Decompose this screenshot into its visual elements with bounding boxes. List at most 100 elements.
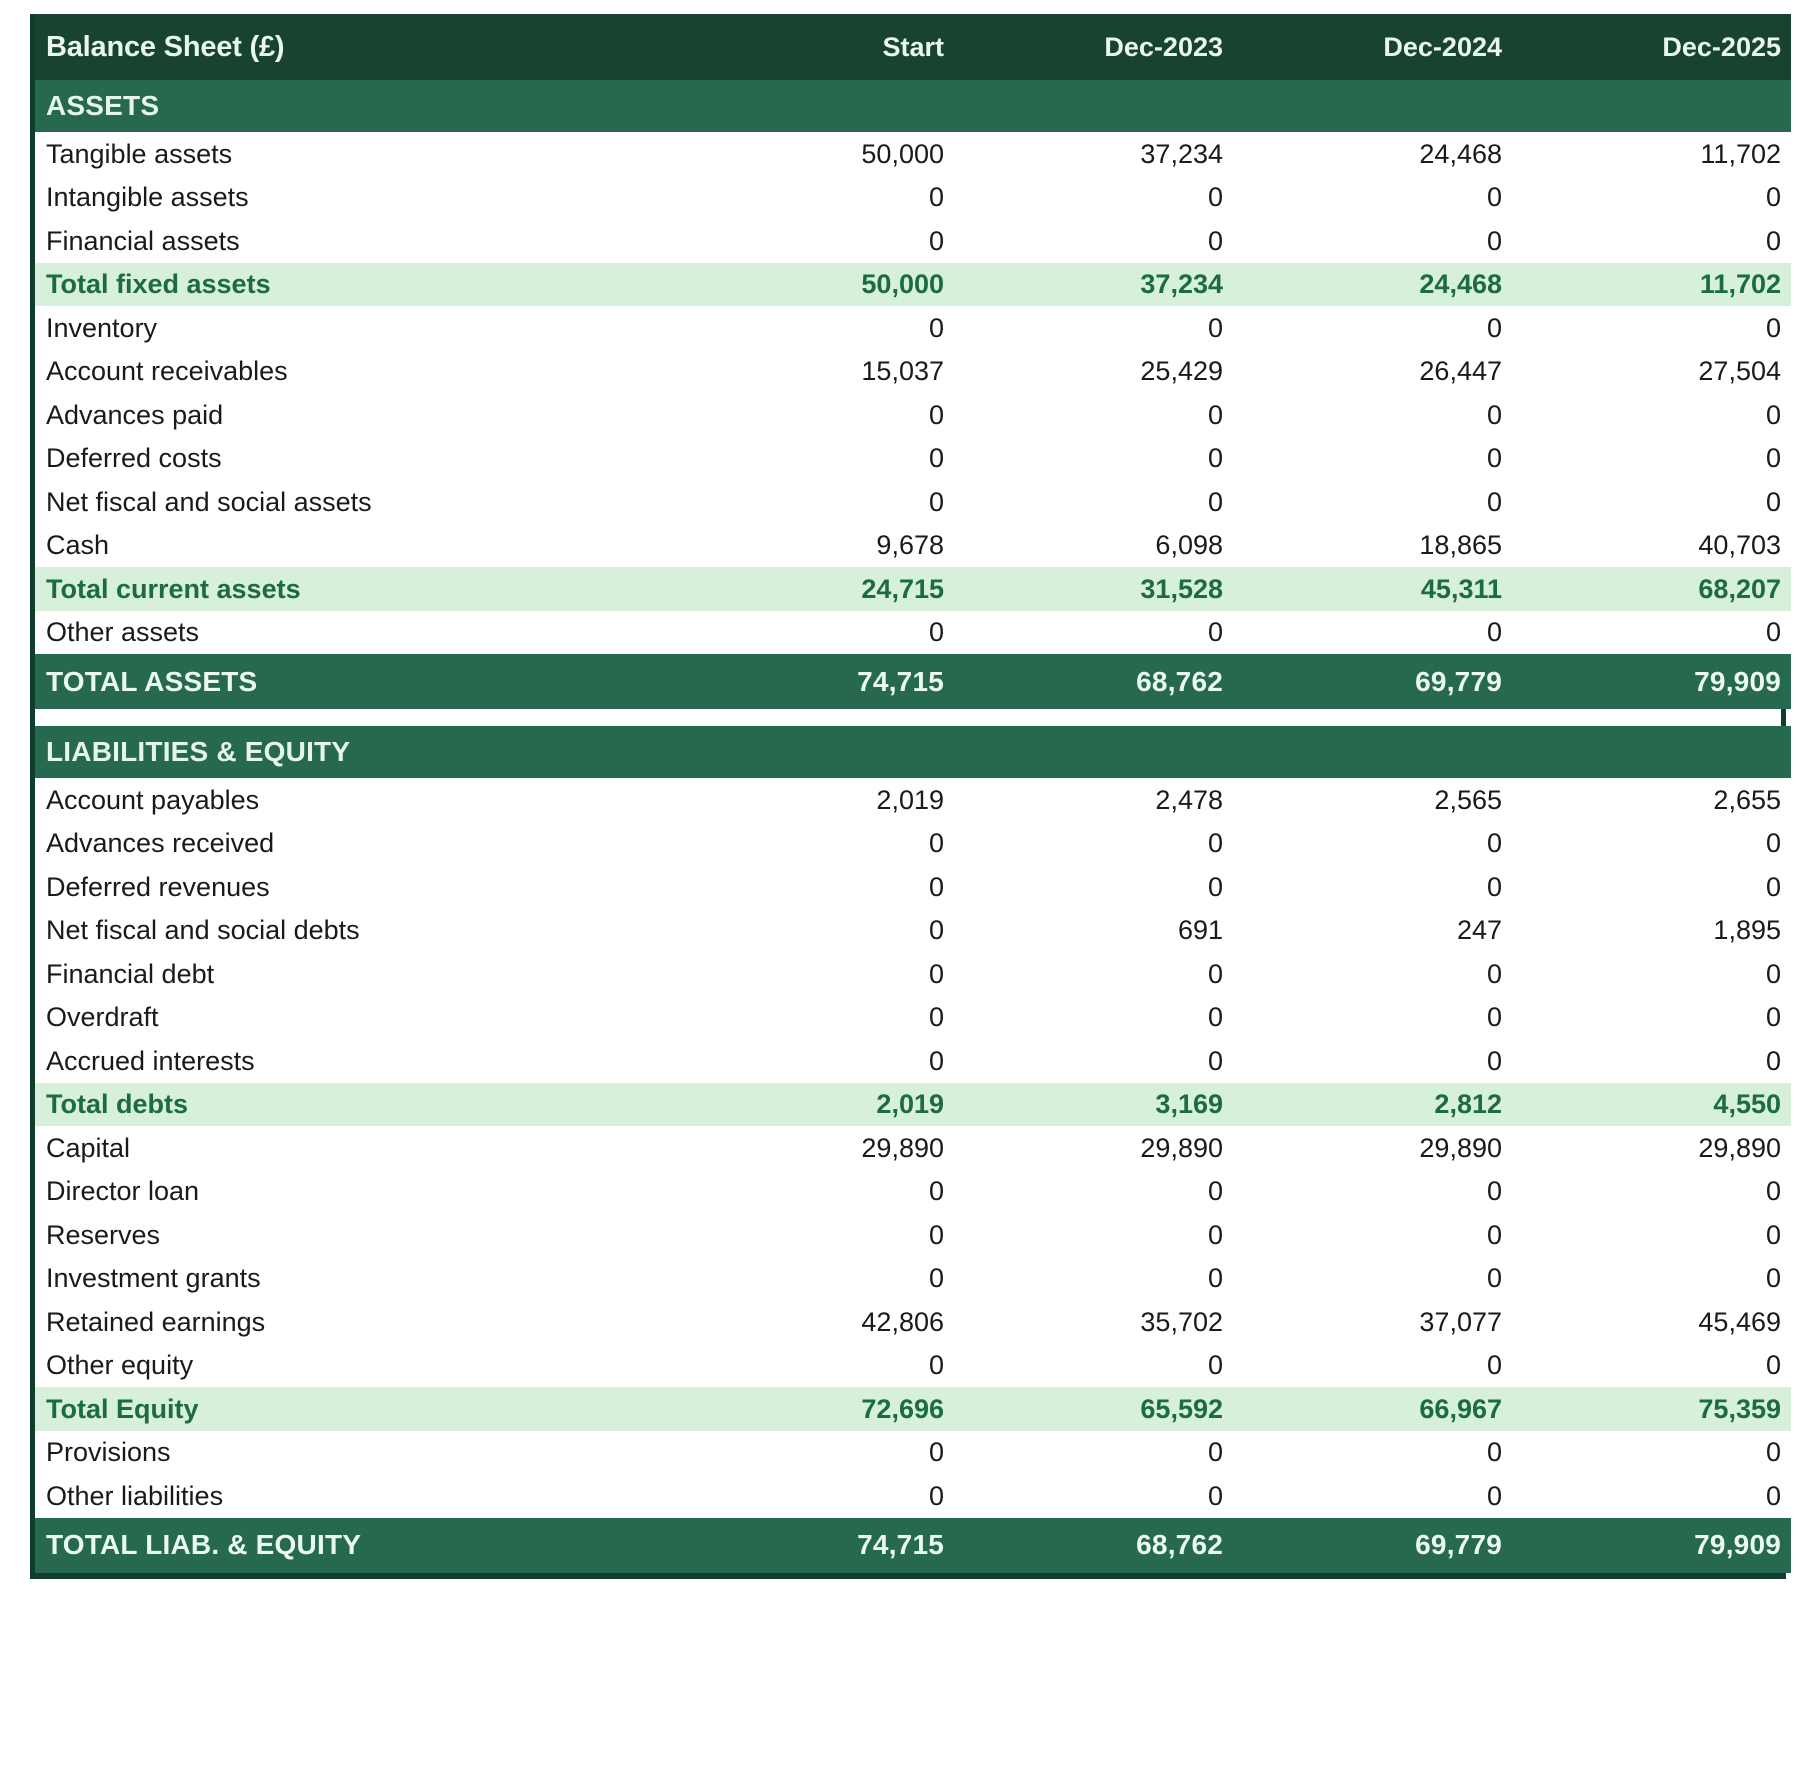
section-spacer bbox=[1512, 80, 1791, 132]
row-value-start: 2,019 bbox=[876, 1089, 944, 1120]
row-value-dec-2024: 0 bbox=[1486, 828, 1502, 859]
row-value-dec-2025: 0 bbox=[1765, 1437, 1781, 1468]
row-value-start: 0 bbox=[928, 617, 944, 648]
table-row-investment-grants: Investment grants 0 0 0 0 bbox=[35, 1256, 1791, 1300]
row-label: Total Equity bbox=[46, 1393, 199, 1424]
table-row-account-receivables: Account receivables 15,037 25,429 26,447 27,… bbox=[35, 349, 1791, 393]
row-value-dec-2025: 0 bbox=[1765, 1176, 1781, 1207]
table-row-financial-assets: Financial assets 0 0 0 0 bbox=[35, 219, 1791, 263]
table-row-cash: Cash 9,678 6,098 18,865 40,703 bbox=[35, 523, 1791, 567]
row-value-dec-2024: 69,779 bbox=[1415, 665, 1502, 697]
row-label: Financial debt bbox=[46, 958, 215, 989]
row-value-start: 0 bbox=[928, 1045, 944, 1076]
table-row-total-fixed-assets: Total fixed assets 50,000 37,234 24,468 11,7… bbox=[35, 262, 1791, 306]
row-value-dec-2024: 0 bbox=[1486, 1350, 1502, 1381]
row-label: Total current assets bbox=[46, 573, 301, 604]
row-value-start: 0 bbox=[928, 486, 944, 517]
row-label: Investment grants bbox=[46, 1263, 261, 1294]
row-value-start: 0 bbox=[928, 1350, 944, 1381]
row-value-dec-2023: 2,478 bbox=[1155, 784, 1223, 815]
table-row-net-fiscal-and-social-debts: Net fiscal and social debts 0 691 247 1,895 bbox=[35, 908, 1791, 952]
table-row-intangible-assets: Intangible assets 0 0 0 0 bbox=[35, 175, 1791, 219]
row-value-dec-2023: 31,528 bbox=[1140, 573, 1223, 604]
section-title: LIABILITIES & EQUITY bbox=[46, 736, 351, 768]
row-value-dec-2023: 65,592 bbox=[1140, 1393, 1223, 1424]
table-row-inventory: Inventory 0 0 0 0 bbox=[35, 306, 1791, 350]
section-spacer bbox=[1233, 726, 1512, 778]
table-row-net-fiscal-and-social-assets: Net fiscal and social assets 0 0 0 0 bbox=[35, 480, 1791, 524]
row-value-dec-2025: 0 bbox=[1765, 443, 1781, 474]
row-value-dec-2025: 0 bbox=[1765, 399, 1781, 430]
row-value-dec-2025: 0 bbox=[1765, 958, 1781, 989]
section-title: ASSETS bbox=[46, 90, 160, 122]
row-value-dec-2025: 0 bbox=[1765, 1219, 1781, 1250]
row-value-start: 72,696 bbox=[861, 1393, 944, 1424]
row-value-dec-2025: 11,702 bbox=[1700, 138, 1781, 169]
column-header-dec-2025: Dec-2025 bbox=[1662, 31, 1781, 62]
row-value-dec-2024: 24,468 bbox=[1419, 269, 1502, 300]
row-value-dec-2024: 2,812 bbox=[1434, 1089, 1502, 1120]
section-spacer bbox=[1233, 80, 1512, 132]
table-row-accrued-interests: Accrued interests 0 0 0 0 bbox=[35, 1039, 1791, 1083]
row-value-dec-2023: 37,234 bbox=[1140, 269, 1223, 300]
row-value-dec-2025: 0 bbox=[1765, 182, 1781, 213]
table-row-total-debts: Total debts 2,019 3,169 2,812 4,550 bbox=[35, 1082, 1791, 1126]
row-value-dec-2024: 45,311 bbox=[1420, 573, 1502, 604]
row-value-dec-2025: 1,895 bbox=[1713, 915, 1781, 946]
row-value-dec-2023: 691 bbox=[1177, 915, 1223, 946]
row-value-start: 50,000 bbox=[861, 269, 944, 300]
table-row-other-assets: Other assets 0 0 0 0 bbox=[35, 610, 1791, 654]
row-value-start: 0 bbox=[928, 182, 944, 213]
row-value-dec-2024: 0 bbox=[1486, 1480, 1502, 1511]
row-value-dec-2024: 0 bbox=[1486, 1176, 1502, 1207]
row-value-dec-2023: 0 bbox=[1207, 1045, 1223, 1076]
row-value-dec-2023: 0 bbox=[1207, 312, 1223, 343]
section-spacer bbox=[1512, 726, 1791, 778]
row-label: Provisions bbox=[46, 1437, 171, 1468]
row-label: Account receivables bbox=[46, 356, 288, 387]
row-value-dec-2023: 0 bbox=[1207, 871, 1223, 902]
column-header-dec-2023: Dec-2023 bbox=[1104, 31, 1223, 62]
table-row-provisions: Provisions 0 0 0 0 bbox=[35, 1430, 1791, 1474]
table-row-total-liab-and-equity: TOTAL LIAB. & EQUITY 74,715 68,762 69,779 79… bbox=[35, 1517, 1791, 1573]
row-value-dec-2023: 68,762 bbox=[1136, 1529, 1223, 1561]
row-value-dec-2024: 0 bbox=[1486, 1263, 1502, 1294]
row-label: Other assets bbox=[46, 617, 200, 648]
row-value-dec-2023: 29,890 bbox=[1140, 1132, 1223, 1163]
row-value-dec-2025: 27,504 bbox=[1698, 356, 1781, 387]
row-value-dec-2024: 0 bbox=[1486, 312, 1502, 343]
table-row-retained-earnings: Retained earnings 42,806 35,702 37,077 45,46… bbox=[35, 1300, 1791, 1344]
row-value-dec-2025: 79,909 bbox=[1694, 665, 1781, 697]
row-label: Total debts bbox=[46, 1089, 189, 1120]
row-value-dec-2023: 0 bbox=[1207, 1176, 1223, 1207]
table-row-advances-paid: Advances paid 0 0 0 0 bbox=[35, 393, 1791, 437]
row-value-dec-2025: 0 bbox=[1765, 828, 1781, 859]
row-value-dec-2025: 0 bbox=[1765, 1045, 1781, 1076]
row-value-dec-2024: 0 bbox=[1486, 443, 1502, 474]
row-value-dec-2025: 0 bbox=[1765, 486, 1781, 517]
row-value-start: 0 bbox=[928, 399, 944, 430]
row-value-start: 0 bbox=[928, 1219, 944, 1250]
row-value-start: 0 bbox=[928, 225, 944, 256]
row-value-dec-2024: 69,779 bbox=[1415, 1529, 1502, 1561]
section-spacer bbox=[675, 80, 954, 132]
row-value-dec-2025: 0 bbox=[1765, 1480, 1781, 1511]
row-value-dec-2025: 0 bbox=[1765, 1002, 1781, 1033]
row-label: Net fiscal and social assets bbox=[46, 486, 372, 517]
row-label: Financial assets bbox=[46, 225, 240, 256]
row-value-dec-2024: 0 bbox=[1486, 1219, 1502, 1250]
row-label: Capital bbox=[46, 1132, 131, 1163]
section-spacer bbox=[954, 726, 1233, 778]
row-value-dec-2023: 0 bbox=[1207, 1263, 1223, 1294]
section-spacer bbox=[954, 80, 1233, 132]
row-value-dec-2023: 0 bbox=[1207, 225, 1223, 256]
row-value-dec-2023: 3,169 bbox=[1155, 1089, 1223, 1120]
column-header-dec-2024: Dec-2024 bbox=[1383, 31, 1502, 62]
assets-table: Balance Sheet (£) Start Dec-2023 Dec-2024 De… bbox=[35, 14, 1791, 709]
row-value-dec-2023: 0 bbox=[1207, 1002, 1223, 1033]
row-value-dec-2024: 37,077 bbox=[1419, 1306, 1502, 1337]
table-row-reserves: Reserves 0 0 0 0 bbox=[35, 1213, 1791, 1257]
row-value-dec-2024: 66,967 bbox=[1419, 1393, 1502, 1424]
balance-sheet-container: Balance Sheet (£) Start Dec-2023 Dec-2024 De… bbox=[30, 14, 1791, 1579]
row-value-dec-2023: 25,429 bbox=[1140, 356, 1223, 387]
